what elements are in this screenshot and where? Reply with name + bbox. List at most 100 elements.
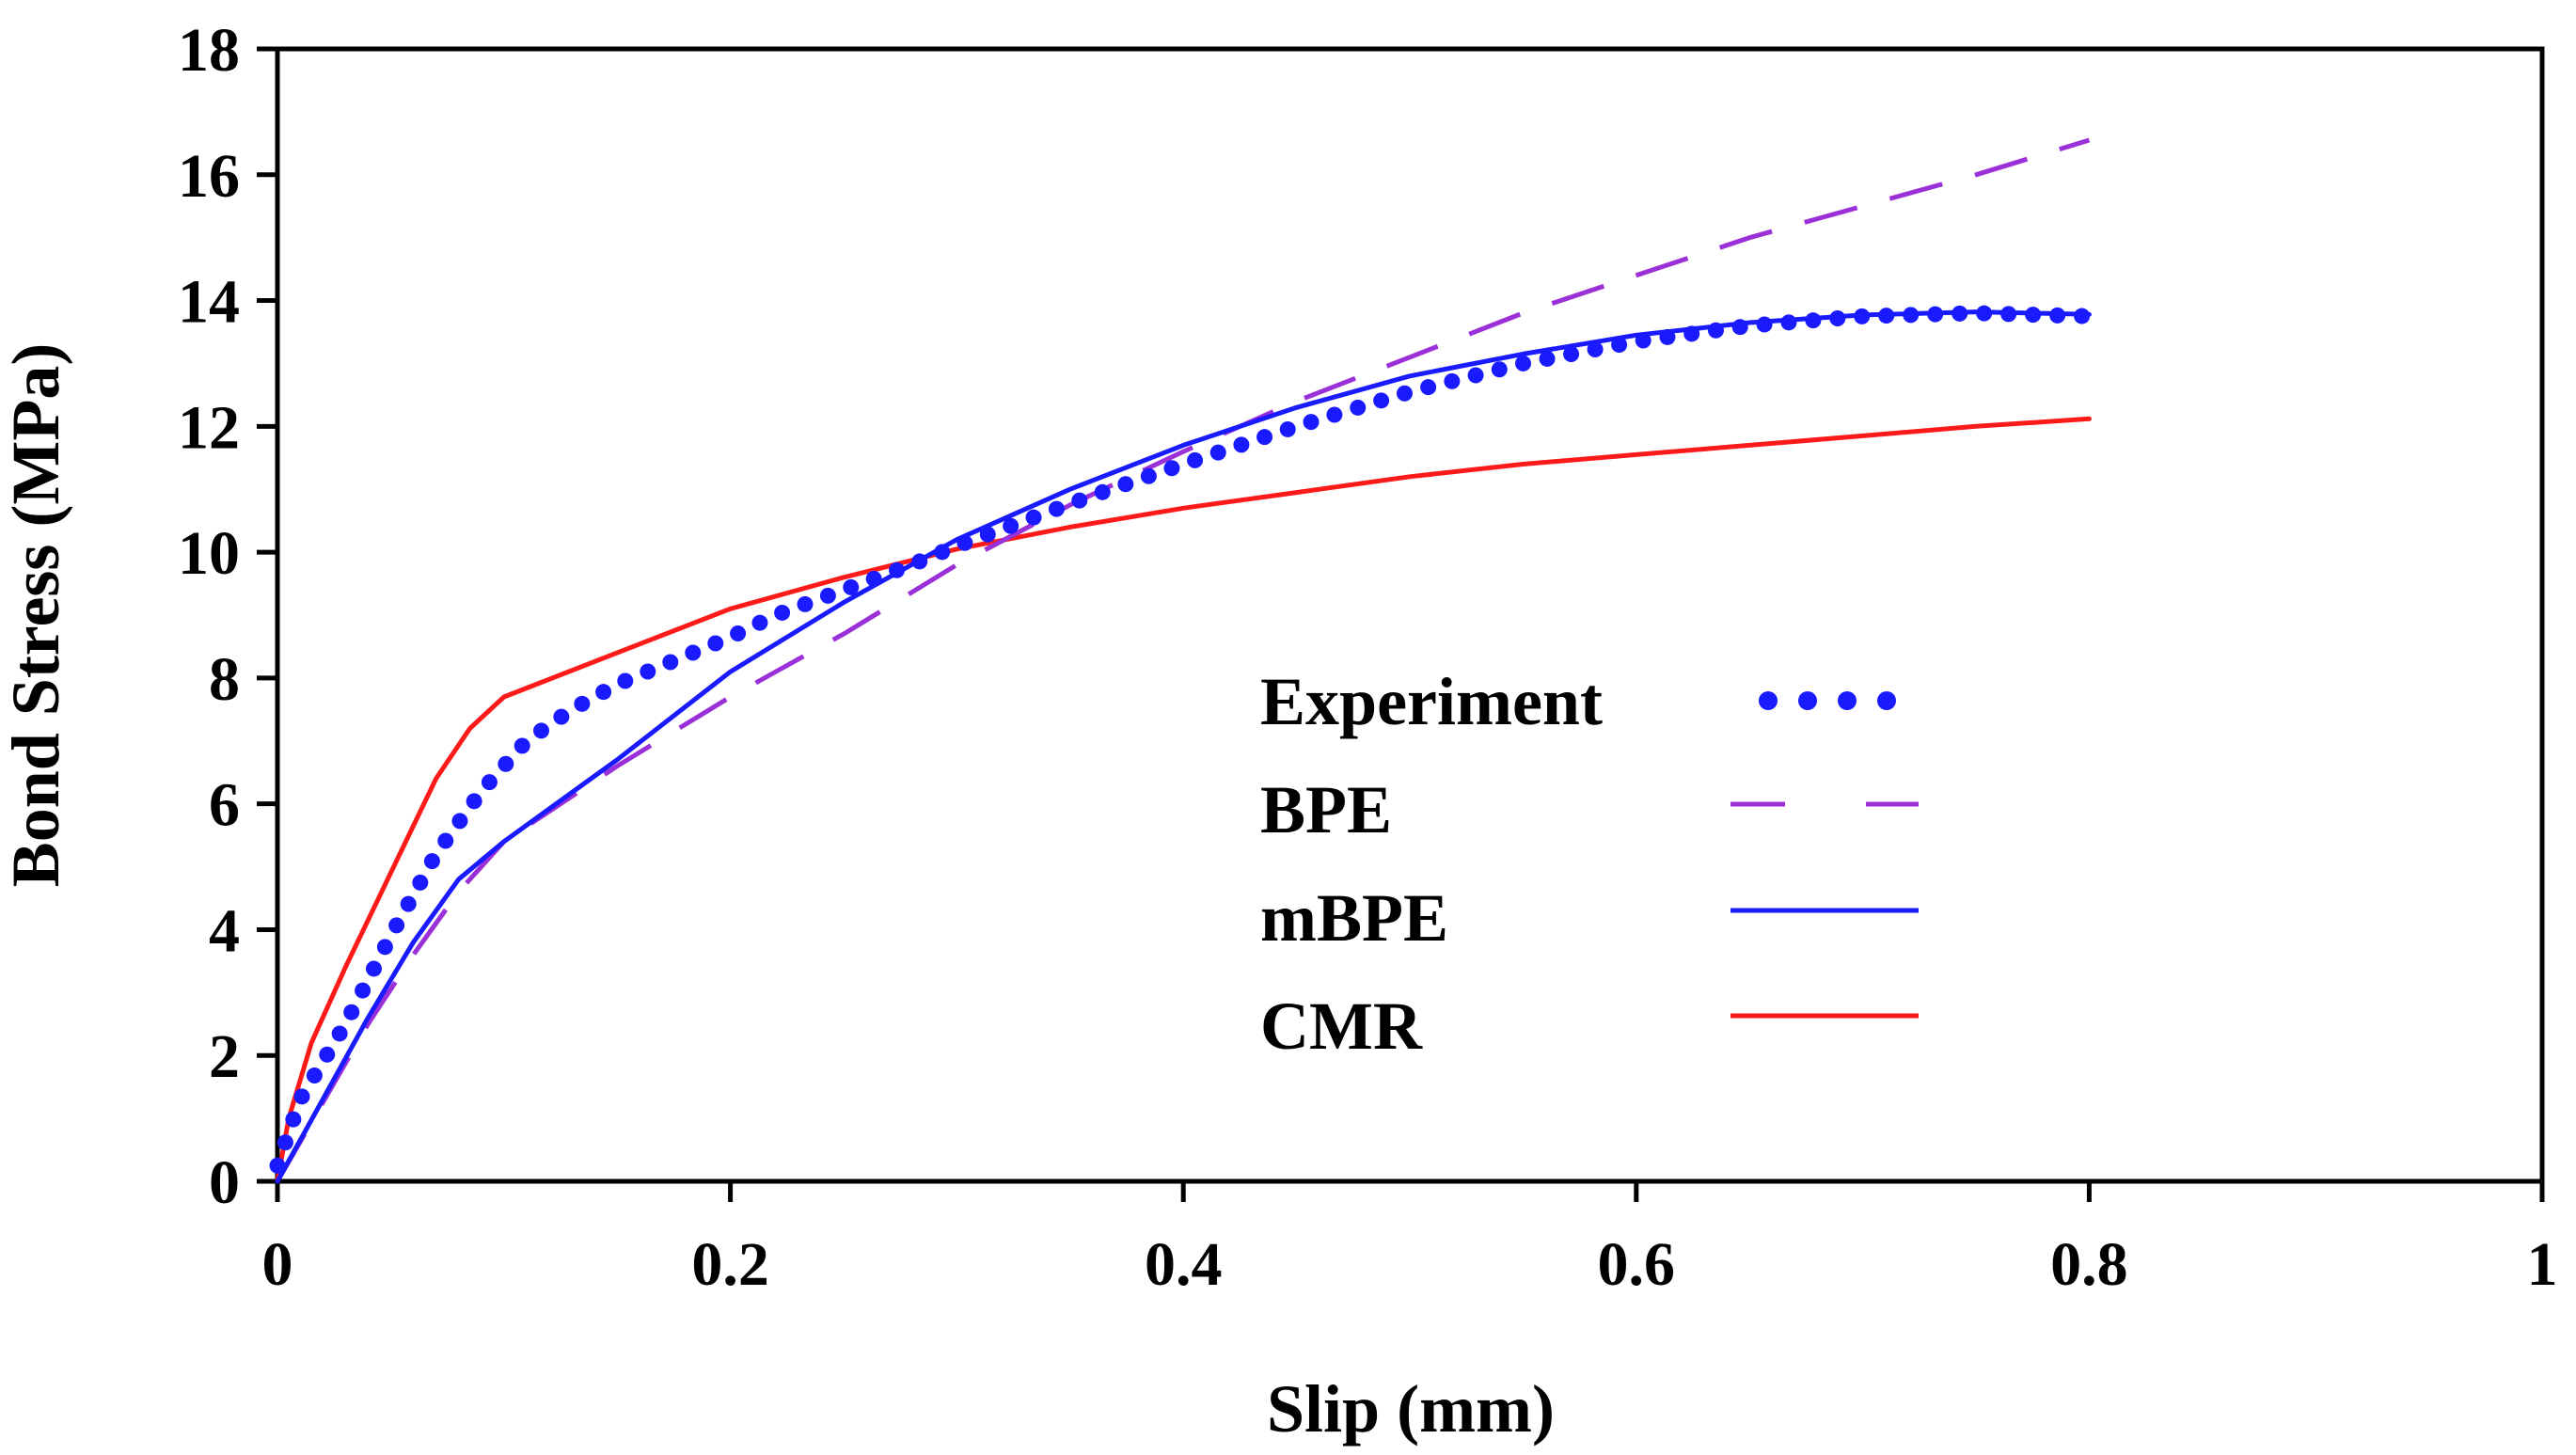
experiment-point bbox=[1805, 312, 1822, 329]
experiment-point bbox=[400, 895, 417, 912]
experiment-point bbox=[1209, 444, 1226, 461]
experiment-point bbox=[1467, 367, 1484, 384]
experiment-point bbox=[355, 982, 371, 999]
experiment-point bbox=[1444, 372, 1461, 389]
experiment-point bbox=[1854, 308, 1871, 324]
experiment-point bbox=[2049, 307, 2066, 324]
experiment-point bbox=[306, 1068, 323, 1084]
legend-label-bpe: BPE bbox=[1260, 772, 1392, 847]
experiment-point bbox=[662, 654, 679, 671]
experiment-point bbox=[1780, 314, 1797, 331]
experiment-point bbox=[343, 1004, 360, 1020]
experiment-point bbox=[979, 526, 996, 543]
experiment-point bbox=[1491, 361, 1508, 378]
experiment-point bbox=[1420, 379, 1437, 396]
experiment-point bbox=[640, 663, 656, 680]
experiment-point bbox=[1976, 305, 1993, 322]
experiment-point bbox=[365, 960, 382, 977]
experiment-point bbox=[595, 684, 612, 701]
experiment-point bbox=[911, 553, 928, 570]
experiment-point bbox=[269, 1157, 286, 1174]
plot-frame bbox=[275, 46, 2545, 1184]
experiment-point bbox=[1071, 492, 1088, 509]
experiment-point bbox=[466, 793, 482, 810]
experiment-point bbox=[1163, 460, 1180, 477]
experiment-point bbox=[1303, 414, 1320, 431]
experiment-point bbox=[1233, 436, 1250, 453]
legend-swatch-experiment bbox=[1759, 691, 1896, 710]
experiment-point bbox=[1187, 451, 1204, 468]
legend-label-cmr: CMR bbox=[1260, 988, 1423, 1064]
experiment-point bbox=[498, 755, 514, 772]
y-tick-label: 16 bbox=[178, 142, 240, 211]
legend-dot bbox=[1877, 691, 1896, 710]
experiment-point bbox=[1048, 500, 1065, 517]
y-tick-label: 18 bbox=[178, 16, 240, 85]
experiment-point bbox=[1829, 310, 1846, 327]
experiment-point bbox=[437, 832, 454, 849]
experiment-point bbox=[1279, 420, 1296, 437]
experiment-point bbox=[277, 1134, 293, 1151]
cmr-line bbox=[275, 416, 2092, 1184]
y-tick-label: 0 bbox=[209, 1148, 240, 1217]
experiment-point bbox=[1756, 316, 1773, 333]
legend-label-experiment: Experiment bbox=[1260, 664, 1603, 739]
experiment-point bbox=[1563, 345, 1580, 362]
y-tick-label: 12 bbox=[178, 393, 240, 462]
y-tick-label: 14 bbox=[178, 268, 240, 337]
x-tick-label: 1 bbox=[2527, 1230, 2558, 1299]
experiment-point bbox=[889, 561, 906, 578]
experiment-point bbox=[1373, 392, 1390, 409]
experiment-point bbox=[2074, 308, 2091, 324]
experiment-point bbox=[293, 1088, 310, 1105]
experiment-point bbox=[1707, 322, 1724, 339]
experiment-point bbox=[1878, 308, 1895, 324]
experiment-point bbox=[751, 614, 768, 631]
experiment-point bbox=[1140, 467, 1157, 484]
experiment-point bbox=[1326, 406, 1343, 423]
experiment-point bbox=[1256, 429, 1273, 446]
y-tick-label: 10 bbox=[178, 519, 240, 588]
mbpe-line bbox=[275, 309, 2092, 1184]
experiment-point bbox=[1611, 337, 1628, 354]
experiment-point bbox=[1539, 350, 1556, 367]
experiment-point bbox=[1117, 476, 1134, 493]
x-tick-label: 0 bbox=[262, 1230, 293, 1299]
experiment-point bbox=[1025, 509, 1042, 526]
experiment-point bbox=[1350, 399, 1367, 416]
experiment-point bbox=[376, 939, 393, 956]
y-axis-title: Bond Stress (MPa) bbox=[0, 343, 73, 888]
legend-dot bbox=[1798, 691, 1817, 710]
experiment-point bbox=[331, 1025, 348, 1042]
experiment-point bbox=[1515, 355, 1532, 372]
experiment-point bbox=[1659, 328, 1676, 345]
experiment-point bbox=[481, 774, 498, 791]
experiment-point bbox=[533, 722, 550, 739]
experiment-point bbox=[388, 917, 405, 934]
experiment-point bbox=[319, 1046, 336, 1063]
x-axis: 0 0.2 0.4 0.6 0.8 1 bbox=[262, 1181, 2558, 1299]
legend-dot bbox=[1838, 691, 1857, 710]
experiment-point bbox=[1731, 319, 1748, 336]
x-tick-label: 0.4 bbox=[1145, 1230, 1223, 1299]
experiment-point bbox=[574, 695, 591, 712]
experiment-point bbox=[1635, 332, 1651, 349]
x-tick-label: 0.2 bbox=[691, 1230, 769, 1299]
y-tick-label: 4 bbox=[209, 896, 240, 965]
bpe-line bbox=[275, 137, 2091, 1183]
experiment-point bbox=[797, 595, 814, 612]
experiment-point bbox=[1003, 517, 1019, 534]
y-tick-label: 6 bbox=[209, 771, 240, 840]
experiment-point bbox=[1094, 483, 1111, 500]
legend-label-mbpe: mBPE bbox=[1260, 880, 1448, 956]
experiment-point bbox=[819, 587, 836, 604]
experiment-point bbox=[553, 708, 570, 725]
experiment-point bbox=[1587, 341, 1604, 358]
x-tick-label: 0.6 bbox=[1598, 1230, 1676, 1299]
x-axis-title: Slip (mm) bbox=[1267, 1371, 1555, 1447]
experiment-point bbox=[423, 853, 440, 870]
experiment-point bbox=[412, 874, 429, 891]
experiment-point bbox=[1396, 385, 1413, 402]
experiment-point bbox=[1903, 307, 1920, 324]
experiment-point bbox=[934, 544, 951, 561]
